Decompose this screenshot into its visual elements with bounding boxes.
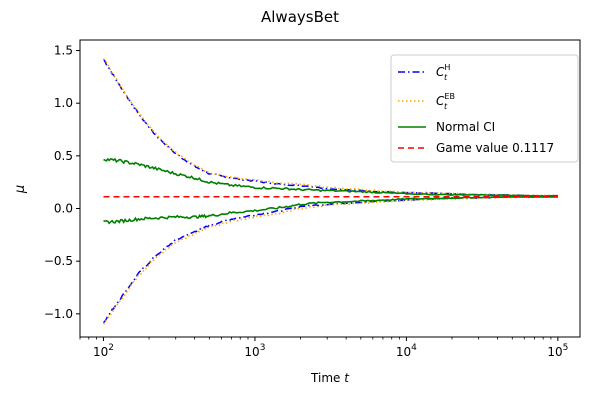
series-line-c-t-eb-lower — [103, 196, 558, 325]
series-line-normal-ci-lower — [103, 195, 558, 225]
plot-lines — [102, 58, 558, 325]
y-tick-label: 1.0 — [54, 96, 73, 110]
series-line-normal-ci-upper — [103, 157, 558, 197]
x-tick-label: 103 — [244, 343, 265, 359]
y-tick-label: 0.5 — [54, 149, 73, 163]
y-tick-label: 0.0 — [54, 202, 73, 216]
y-tick-label: −0.5 — [44, 254, 73, 268]
series-line-c-t-h-lower — [102, 196, 558, 324]
x-tick-label: 105 — [547, 343, 568, 359]
y-tick-label: 1.5 — [54, 44, 73, 58]
x-tick-label: 102 — [93, 343, 114, 359]
chart-title: AlwaysBet — [261, 8, 339, 26]
y-axis: −1.0 −0.5 0.0 0.5 1.0 1.5 — [44, 44, 80, 321]
legend-box — [390, 54, 579, 163]
legend-label: Normal CI — [436, 120, 495, 134]
x-tick-label: 104 — [396, 343, 417, 359]
y-tick-label: −1.0 — [44, 307, 73, 321]
x-axis-label: Time t — [310, 371, 350, 385]
y-axis-label: μ — [13, 185, 28, 194]
legend-label: Game value 0.1117 — [436, 141, 554, 155]
legend-label: CEB t — [436, 92, 455, 111]
legend-label: CH t — [436, 63, 450, 82]
legend: CH t CEB t Normal CI Game value 0.1117 — [390, 54, 579, 163]
plot-frame — [79, 39, 581, 338]
x-axis: 102 103 104 105 — [79, 337, 568, 359]
